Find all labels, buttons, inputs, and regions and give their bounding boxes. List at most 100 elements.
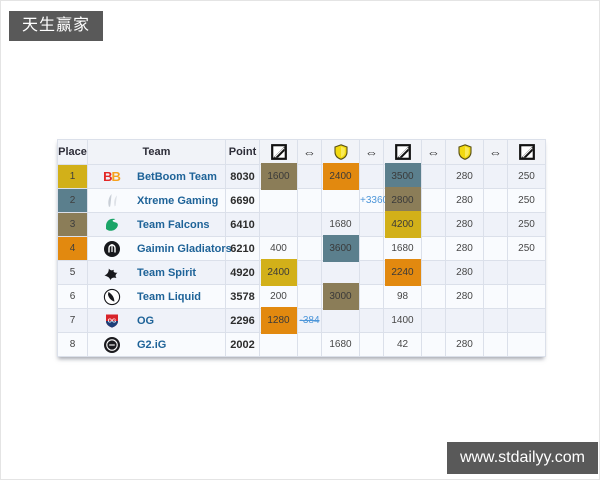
delta-cell (421, 284, 446, 309)
value-cell: 1600 (259, 163, 298, 190)
team-name-link[interactable]: Gaimin Gladiators (137, 242, 232, 255)
delta-cell (421, 260, 446, 285)
column-header-banner-icon (507, 139, 546, 165)
delta-cell (483, 260, 508, 285)
team-spirit-logo-icon (104, 268, 118, 280)
delta-cell (483, 236, 508, 261)
value-cell: 4200 (383, 211, 422, 238)
value-cell: 2400 (259, 259, 298, 286)
point-cell: 6690 (225, 188, 260, 213)
value-cell: 200 (259, 284, 298, 309)
value-cell (321, 188, 360, 213)
delta-cell (359, 236, 384, 261)
value-cell: 1400 (383, 308, 422, 333)
value-cell: 2400 (321, 163, 360, 190)
value-cell: 42 (383, 332, 422, 357)
team-name-link[interactable]: Xtreme Gaming (137, 194, 219, 207)
betboom-logo-icon: BB (103, 169, 121, 184)
delta-cell (297, 284, 322, 309)
column-header-shield-icon (445, 139, 484, 165)
banner-icon (270, 144, 287, 160)
team-logo (96, 288, 128, 306)
delta-value: -384 (299, 315, 320, 326)
delta-cell (421, 164, 446, 189)
value-cell: 280 (445, 260, 484, 285)
bottom-right-watermark: www.stdailyy.com (446, 442, 598, 474)
place-cell: 3 (57, 212, 88, 237)
point-cell: 2002 (225, 332, 260, 357)
table-row: 7 OG OG 2296 1280 -384 1400 (57, 307, 546, 334)
value-cell: 98 (383, 284, 422, 309)
delta-cell: -384 (297, 308, 322, 333)
standings-table: Place Team Point ⇔ ⇔ ⇔ ⇔ 1 BB BetBoom Te… (57, 139, 546, 357)
og-logo-icon: OG (106, 314, 118, 328)
value-cell (507, 308, 546, 333)
swap-arrow-icon: ⇔ (427, 144, 440, 160)
point-cell: 6210 (225, 236, 260, 261)
delta-cell (297, 188, 322, 213)
value-cell: 280 (445, 212, 484, 237)
delta-cell (359, 332, 384, 357)
value-cell: 280 (445, 284, 484, 309)
gaimin-gladiators-logo-icon (104, 240, 120, 257)
value-cell (507, 284, 546, 309)
place-cell: 4 (57, 236, 88, 261)
table-row: 4 Gaimin Gladiators 6210 400 3600 1680 280 25… (57, 235, 546, 262)
value-block: 2400 (322, 163, 359, 190)
shield-icon (457, 144, 472, 160)
delta-cell (421, 308, 446, 333)
banner-icon (394, 144, 411, 160)
column-header-swap-arrow: ⇔ (421, 139, 446, 165)
team-cell: Xtreme Gaming (87, 188, 226, 213)
team-cell: Team Falcons (87, 212, 226, 237)
value-block: 3500 (384, 163, 421, 190)
value-cell: 3600 (321, 235, 360, 262)
column-header-banner-icon (383, 139, 422, 165)
value-cell: 280 (445, 188, 484, 213)
value-cell: 1680 (383, 236, 422, 261)
delta-cell (483, 164, 508, 189)
column-header-swap-arrow: ⇔ (297, 139, 322, 165)
delta-cell (297, 164, 322, 189)
team-name-link[interactable]: Team Liquid (137, 290, 201, 303)
team-name-link[interactable]: Team Falcons (137, 218, 210, 231)
team-cell: G2.iG (87, 332, 226, 357)
table-row: 1 BB BetBoom Team 8030 1600 2400 3500 280 250 (57, 163, 546, 190)
table-row: 3 Team Falcons 6410 1680 4200 280 250 (57, 211, 546, 238)
delta-cell (483, 212, 508, 237)
value-cell: 2800 (383, 187, 422, 214)
value-cell (259, 188, 298, 213)
value-cell: 1680 (321, 332, 360, 357)
team-falcons-logo-icon (106, 218, 118, 231)
point-cell: 6410 (225, 212, 260, 237)
shield-icon (333, 144, 348, 160)
team-name-link[interactable]: Team Spirit (137, 266, 197, 279)
value-block: 2240 (384, 259, 421, 286)
delta-cell (483, 332, 508, 357)
column-header-swap-arrow: ⇔ (359, 139, 384, 165)
team-name-link[interactable]: G2.iG (137, 338, 167, 351)
delta-cell (483, 308, 508, 333)
swap-arrow-icon: ⇔ (489, 144, 502, 160)
team-cell: Team Liquid (87, 284, 226, 309)
team-cell: Team Spirit (87, 260, 226, 285)
team-logo (96, 240, 128, 258)
team-logo (96, 336, 128, 354)
delta-cell (359, 308, 384, 333)
delta-cell (297, 332, 322, 357)
team-name-link[interactable]: BetBoom Team (137, 170, 217, 183)
place-cell: 7 (57, 308, 88, 333)
value-cell: 2240 (383, 259, 422, 286)
delta-cell (359, 164, 384, 189)
value-block: 3600 (322, 235, 359, 262)
place-cell: 6 (57, 284, 88, 309)
value-cell: 1680 (321, 212, 360, 237)
value-cell: 400 (259, 236, 298, 261)
team-logo (96, 192, 128, 210)
value-cell (321, 260, 360, 285)
team-name-link[interactable]: OG (137, 314, 155, 327)
column-header-shield-icon (321, 139, 360, 165)
delta-cell (421, 236, 446, 261)
point-cell: 3578 (225, 284, 260, 309)
